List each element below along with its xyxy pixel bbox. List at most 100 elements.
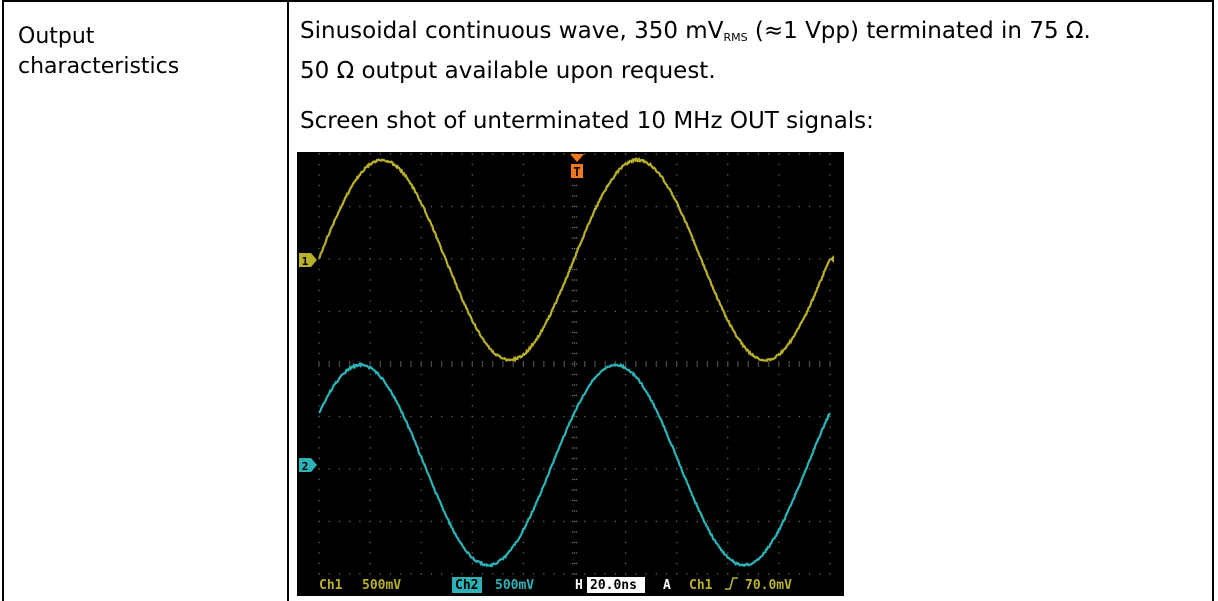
graticule-dot (421, 363, 422, 364)
horizontal-label: H (575, 578, 583, 593)
graticule-dot (543, 361, 545, 363)
graticule-dot (318, 563, 319, 564)
graticule-dot (819, 206, 820, 207)
graticule-dot (576, 531, 578, 533)
graticule-dot (615, 361, 617, 363)
graticule-dot (572, 374, 574, 376)
graticule-dot (482, 573, 483, 574)
graticule-dot (359, 311, 360, 312)
graticule-dot (778, 437, 779, 438)
graticule-dot (809, 416, 810, 417)
graticule-dot (625, 426, 626, 427)
graticule-dot (502, 153, 503, 154)
graticule-dot (737, 311, 738, 312)
graticule-dot (778, 174, 779, 175)
graticule-dot (717, 363, 718, 364)
graticule-dot (574, 531, 575, 532)
graticule-dot (829, 321, 830, 322)
graticule-dot (421, 374, 422, 375)
graticule-dot (686, 468, 687, 469)
graticule-dot (533, 521, 534, 522)
graticule-dot (472, 426, 473, 427)
graticule-dot (523, 510, 524, 511)
description-line-1: Sinusoidal continuous wave, 350 mVRMS (≈… (300, 18, 1091, 44)
graticule-dot (676, 552, 677, 553)
graticule-dot (768, 416, 769, 417)
graticule-dot (318, 311, 319, 312)
graticule-dot (717, 258, 718, 259)
graticule-dot (576, 332, 578, 334)
graticule-dot (492, 468, 493, 469)
graticule-dot (625, 227, 626, 228)
graticule-dot (472, 363, 473, 364)
graticule-dot (421, 227, 422, 228)
graticule-dot (574, 365, 576, 367)
graticule-dot (400, 468, 401, 469)
graticule-dot (523, 164, 524, 165)
graticule-dot (318, 153, 319, 154)
graticule-dot (431, 521, 432, 522)
graticule-dot (572, 332, 574, 334)
graticule-dot (523, 542, 524, 543)
graticule-dot (564, 206, 565, 207)
graticule-dot (421, 321, 422, 322)
graticule-dot (502, 363, 503, 364)
graticule-dot (819, 365, 821, 367)
graticule-dot (727, 300, 728, 301)
graticule-dot (421, 479, 422, 480)
graticule-dot (778, 237, 779, 238)
graticule-dot (635, 258, 636, 259)
graticule-dot (594, 521, 595, 522)
graticule-dot (380, 206, 381, 207)
graticule-dot (576, 521, 578, 523)
graticule-dot (390, 521, 391, 522)
graticule-dot (625, 258, 626, 259)
graticule-dot (635, 153, 636, 154)
graticule-dot (574, 311, 575, 312)
graticule-dot (482, 311, 483, 312)
graticule-dot (615, 416, 616, 417)
graticule-dot (676, 290, 677, 291)
graticule-dot (576, 321, 578, 323)
graticule-dot (676, 248, 677, 249)
graticule-dot (421, 416, 422, 417)
graticule-dot (809, 365, 811, 367)
graticule-dot (543, 363, 544, 364)
graticule-dot (829, 416, 830, 417)
graticule-dot (625, 531, 626, 532)
graticule-dot (572, 542, 574, 544)
graticule-dot (523, 290, 524, 291)
graticule-dot (604, 363, 605, 364)
ch2-scale: 500mV (495, 578, 534, 593)
graticule-dot (564, 363, 565, 364)
graticule-dot (359, 206, 360, 207)
rms-subscript: RMS (723, 31, 747, 44)
graticule-dot (512, 416, 513, 417)
graticule-dot (727, 365, 729, 367)
graticule-dot (492, 416, 493, 417)
graticule-dot (707, 258, 708, 259)
graticule-dot (523, 395, 524, 396)
graticule-dot (369, 395, 370, 396)
graticule-dot (676, 500, 677, 501)
graticule-dot (727, 468, 728, 469)
graticule-dot (421, 153, 422, 154)
graticule-dot (625, 374, 626, 375)
graticule-dot (748, 573, 749, 574)
graticule-dot (758, 258, 759, 259)
graticule-dot (472, 258, 473, 259)
graticule-dot (572, 489, 574, 491)
graticule-dot (369, 479, 370, 480)
graticule-dot (656, 573, 657, 574)
graticule-dot (472, 195, 473, 196)
graticule-dot (778, 321, 779, 322)
graticule-dot (727, 563, 728, 564)
graticule-dot (564, 416, 565, 417)
graticule-dot (431, 258, 432, 259)
ch2-marker-label: 2 (302, 460, 309, 473)
graticule-dot (576, 510, 578, 512)
graticule-dot (349, 416, 350, 417)
graticule-dot (819, 468, 820, 469)
graticule-dot (829, 500, 830, 501)
graticule-dot (788, 153, 789, 154)
